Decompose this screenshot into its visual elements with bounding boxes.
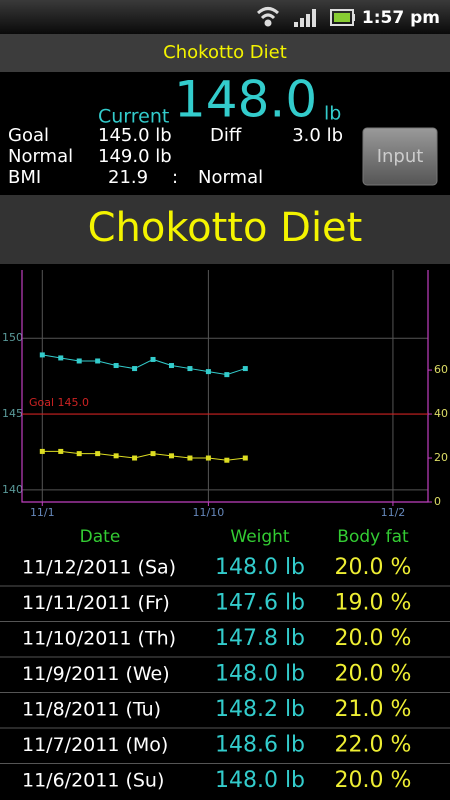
input-button[interactable]: Input [362,127,438,186]
body-fat-cell: 22.0 % [335,733,412,758]
clock: 1:57 pm [362,8,440,28]
point-marker [187,455,193,461]
point-marker [58,448,64,454]
title-bar [0,34,450,72]
point-marker [95,451,101,457]
x-tick-label: 11/2 [381,506,406,519]
signal-icon [294,9,316,27]
point-marker [39,352,45,358]
goal-label: Goal 145.0 [29,396,89,409]
normal-label: Normal [8,146,73,167]
y-tick-label: 145 [2,407,23,420]
x-tick-label: 11/10 [193,506,225,519]
current-value: 148.0 [174,71,317,129]
date-cell: 11/6/2011 (Su) [22,770,164,792]
body-fat-cell: 20.0 % [335,555,412,580]
history-table: Date Weight Body fat 11/12/2011 (Sa) 148.0 l… [0,527,450,793]
body-fat-cell: 20.0 % [335,768,412,793]
point-marker [205,369,211,375]
normal-value: 149.0 lb [98,146,172,167]
point-marker [150,451,156,457]
app-title: Chokotto Diet [163,42,287,63]
weight-cell: 148.0 lb [215,768,305,793]
weight-cell: 148.0 lb [215,662,305,687]
goal-label: Goal [8,125,49,146]
diff-label: Diff [210,125,242,146]
point-marker [205,455,211,461]
bmi-separator: : [172,167,178,188]
current-label: Current [98,106,169,128]
date-cell: 11/10/2011 (Th) [22,628,176,650]
body-fat-cell: 19.0 % [335,591,412,616]
point-marker [150,356,156,362]
y2-tick-label: 0 [434,495,441,508]
weight-cell: 147.8 lb [215,626,305,651]
input-button-bg[interactable] [362,127,438,186]
point-marker [113,363,119,369]
y-tick-label: 150 [2,331,23,344]
banner [0,195,450,264]
y2-tick-label: 60 [434,363,448,376]
point-marker [168,363,174,369]
point-marker [187,366,193,372]
axis-frame [21,270,429,503]
weight-cell: 148.6 lb [215,733,305,758]
bmi-status: Normal [198,167,263,188]
column-header: Body fat [337,527,409,547]
body-fat-cell: 20.0 % [335,626,412,651]
input-button-label[interactable]: Input [377,146,424,167]
point-marker [58,355,64,361]
chart: 140 145 150 0 20 40 60 11/1 11/10 11/2 Goal 145.0 [2,270,448,519]
bmi-label: BMI [8,167,41,188]
series-line [42,354,246,376]
date-cell: 11/12/2011 (Sa) [22,557,176,579]
point-marker [132,455,138,461]
x-tick-label: 11/1 [30,506,55,519]
date-cell: 11/8/2011 (Tu) [22,699,161,721]
diff-value: 3.0 lb [292,125,343,146]
date-cell: 11/11/2011 (Fr) [22,592,170,614]
weight-cell: 148.2 lb [215,697,305,722]
bmi-value: 21.9 [108,167,148,188]
date-cell: 11/9/2011 (We) [22,663,170,685]
series-line [42,450,246,461]
point-marker [113,453,119,459]
battery-icon [330,9,355,26]
column-header: Date [80,527,121,547]
body-fat-cell: 21.0 % [335,697,412,722]
status-bar [0,0,450,34]
date-cell: 11/7/2011 (Mo) [22,734,168,756]
weight-cell: 147.6 lb [215,591,305,616]
column-header: Weight [230,527,290,547]
point-marker [224,372,230,378]
y-tick-label: 140 [2,483,23,496]
point-marker [95,358,101,364]
point-marker [168,453,174,459]
goal-value: 145.0 lb [98,125,172,146]
weight-cell: 148.0 lb [215,555,305,580]
point-marker [76,358,82,364]
point-marker [132,366,138,372]
point-marker [224,457,230,463]
wifi-icon [256,7,280,27]
y2-tick-label: 20 [434,451,448,464]
current-unit: lb [324,103,341,125]
point-marker [242,455,248,461]
body-fat-cell: 20.0 % [335,662,412,687]
point-marker [39,448,45,454]
y2-tick-label: 40 [434,407,448,420]
banner-title: Chokotto Diet [88,205,363,251]
point-marker [242,366,248,372]
point-marker [76,451,82,457]
